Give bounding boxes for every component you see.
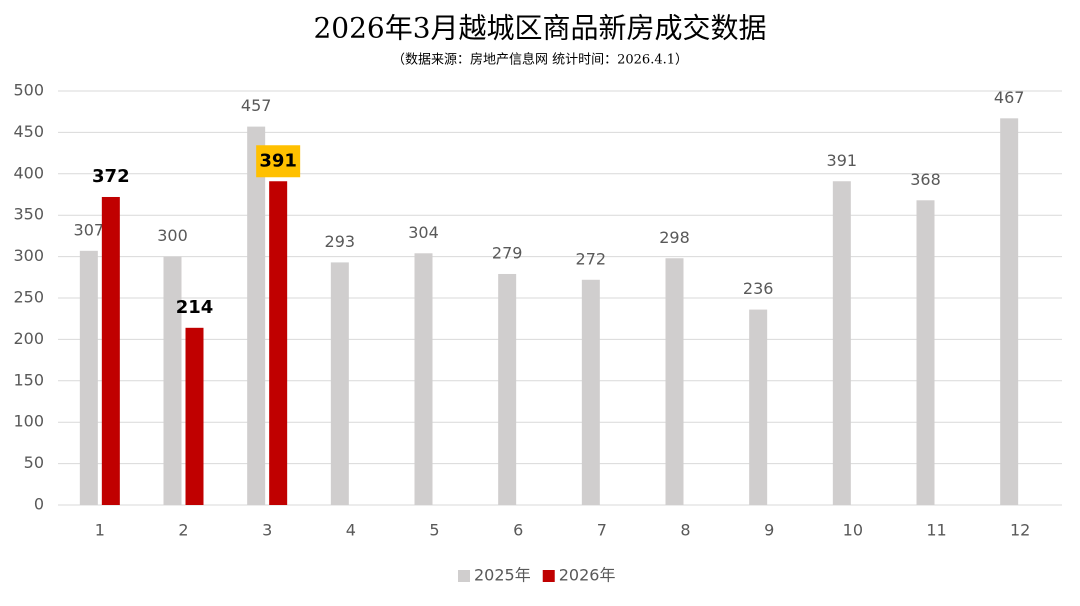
bar xyxy=(79,250,98,505)
x-tick-label: 5 xyxy=(429,521,439,540)
bar xyxy=(832,181,851,505)
data-label: 293 xyxy=(325,232,356,251)
bar xyxy=(749,309,768,505)
data-label: 236 xyxy=(743,279,774,298)
data-label: 279 xyxy=(492,243,523,262)
bar xyxy=(414,253,433,505)
x-tick-label: 3 xyxy=(262,521,272,540)
y-tick-label: 500 xyxy=(13,81,44,100)
x-tick-label: 6 xyxy=(513,521,523,540)
y-tick-label: 450 xyxy=(13,122,44,141)
y-tick-label: 200 xyxy=(13,329,44,348)
data-label: 304 xyxy=(408,223,439,242)
data-label: 457 xyxy=(241,96,272,115)
bar xyxy=(665,258,684,505)
data-label: 391 xyxy=(259,150,297,171)
data-label: 307 xyxy=(74,220,105,239)
bar xyxy=(247,126,266,505)
chart-title: 2026年3月越城区商品新房成交数据 xyxy=(313,12,766,45)
y-tick-label: 250 xyxy=(13,288,44,307)
data-label: 298 xyxy=(659,228,690,247)
y-tick-label: 300 xyxy=(13,246,44,265)
legend-label: 2025年 xyxy=(474,566,531,585)
bar xyxy=(916,200,935,505)
data-label: 391 xyxy=(827,151,858,170)
x-tick-label: 11 xyxy=(926,521,946,540)
x-tick-label: 10 xyxy=(843,521,863,540)
y-tick-label: 150 xyxy=(13,370,44,389)
data-label: 467 xyxy=(994,88,1025,107)
bar xyxy=(330,262,349,505)
label-highlight xyxy=(256,145,301,178)
bar xyxy=(163,256,182,505)
bar xyxy=(581,279,600,505)
x-tick-label: 4 xyxy=(346,521,356,540)
bar xyxy=(101,196,120,505)
x-tick-label: 9 xyxy=(764,521,774,540)
bar xyxy=(1000,118,1019,505)
legend-swatch xyxy=(542,570,555,582)
bar xyxy=(185,327,204,505)
x-tick-label: 1 xyxy=(95,521,105,540)
x-tick-label: 2 xyxy=(178,521,188,540)
legend-swatch xyxy=(458,570,470,582)
y-tick-label: 100 xyxy=(13,412,44,431)
y-tick-label: 400 xyxy=(13,163,44,182)
x-tick-label: 8 xyxy=(680,521,690,540)
y-tick-label: 350 xyxy=(13,205,44,224)
data-label: 368 xyxy=(910,170,941,189)
x-tick-label: 7 xyxy=(597,521,607,540)
chart-subtitle: （数据来源：房地产信息网 统计时间：2026.4.1） xyxy=(392,52,688,68)
y-tick-label: 50 xyxy=(24,453,44,472)
data-label: 300 xyxy=(157,226,188,245)
y-tick-label: 0 xyxy=(34,495,44,514)
x-tick-label: 12 xyxy=(1010,521,1030,540)
data-label: 214 xyxy=(176,297,214,318)
data-label: 372 xyxy=(92,166,130,187)
legend-label: 2026年 xyxy=(559,566,616,585)
bar xyxy=(269,181,288,505)
bar xyxy=(498,273,517,505)
data-label: 272 xyxy=(576,249,607,268)
